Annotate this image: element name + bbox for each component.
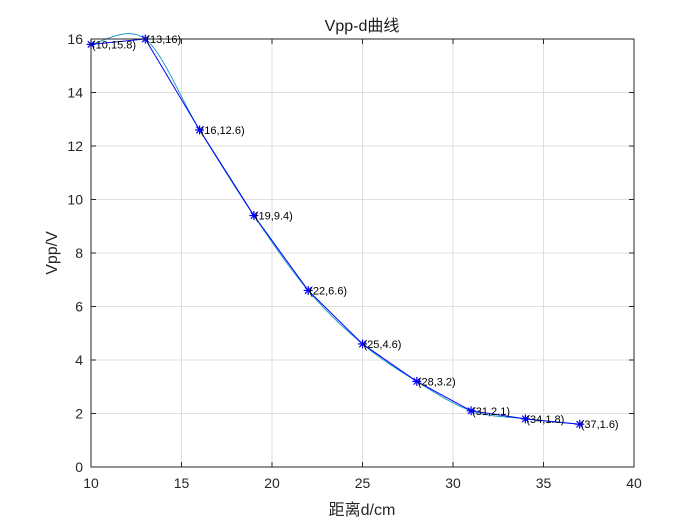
data-point-marker [520,414,530,424]
data-label: (10,15.8) [92,39,136,51]
y-tick-label: 0 [75,459,83,475]
y-tick-label: 8 [75,245,83,261]
data-point-marker [249,211,259,221]
y-axis-label: Vpp/V [44,231,61,275]
y-tick-label: 14 [67,85,83,101]
data-point-marker [195,125,205,135]
y-tick-label: 12 [67,138,83,154]
x-tick-label: 35 [536,475,552,491]
y-tick-label: 2 [75,406,83,422]
x-tick-label: 25 [355,475,371,491]
y-tick-label: 10 [67,192,83,208]
tick-labels: 10 15 20 25 30 35 40 0 2 4 6 8 10 12 14 16 [67,31,642,491]
x-tick-label: 30 [445,475,461,491]
x-tick-label: 20 [264,475,280,491]
y-tick-label: 4 [75,352,83,368]
data-label: (19,9.4) [255,211,293,223]
chart-title: Vpp-d曲线 [325,17,400,35]
data-label: (16,12.6) [201,125,245,137]
data-label: (28,3.2) [418,376,456,388]
y-tick-label: 6 [75,299,83,315]
data-point-marker [358,339,367,349]
x-tick-label: 10 [83,475,99,491]
data-point-marker [412,376,422,386]
y-tick-label: 16 [67,31,83,47]
x-tick-label: 15 [174,475,190,491]
data-labels: (10,15.8) (13,16) (16,12.6) (19,9.4) (22,6.6… [92,34,619,431]
data-point-marker [575,419,585,429]
data-label: (31,2.1) [472,406,510,418]
data-label: (13,16) [146,34,181,46]
data-point-marker [303,285,313,295]
data-label: (22,6.6) [309,285,347,297]
data-label: (34,1.8) [526,414,564,426]
x-tick-label: 40 [626,475,642,491]
data-label: (37,1.6) [581,419,619,431]
grid-lines [91,39,634,467]
x-axis-label: 距离d/cm [329,501,396,519]
data-point-marker [466,406,476,416]
axis-ticks [90,38,635,468]
data-line [90,38,580,425]
data-label: (25,4.6) [364,339,402,351]
